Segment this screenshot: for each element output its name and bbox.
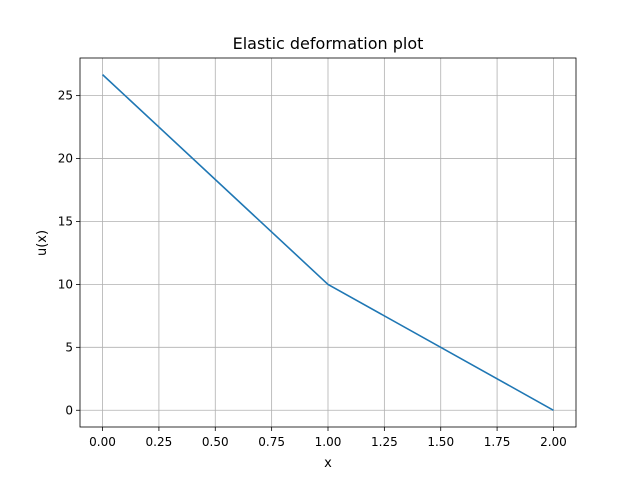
grid-lines [80, 58, 576, 427]
x-tick-label: 0.50 [202, 435, 229, 449]
x-tick-label: 1.00 [315, 435, 342, 449]
y-tick-label: 0 [65, 403, 73, 417]
x-tick-label: 1.50 [427, 435, 454, 449]
x-tick-label: 2.00 [540, 435, 567, 449]
x-axis-label: x [324, 456, 332, 471]
y-tick-label: 20 [58, 152, 73, 166]
x-axis-ticks: 0.00 0.25 0.50 0.75 1.00 1.25 1.50 1.75 2.00 [89, 427, 567, 449]
series-line [102, 74, 554, 411]
x-tick-label: 0.00 [89, 435, 116, 449]
x-tick-label: 1.75 [484, 435, 511, 449]
y-tick-label: 25 [58, 89, 73, 103]
y-axis-label: u(x) [35, 230, 50, 256]
y-tick-label: 15 [58, 214, 73, 228]
y-tick-label: 10 [58, 277, 73, 291]
x-tick-label: 1.25 [371, 435, 398, 449]
x-tick-label: 0.75 [258, 435, 285, 449]
x-tick-label: 0.25 [146, 435, 173, 449]
y-axis-ticks: 0 5 10 15 20 25 [58, 89, 80, 417]
chart-title: Elastic deformation plot [233, 34, 424, 53]
series-layer [102, 74, 554, 411]
y-tick-label: 5 [65, 340, 73, 354]
